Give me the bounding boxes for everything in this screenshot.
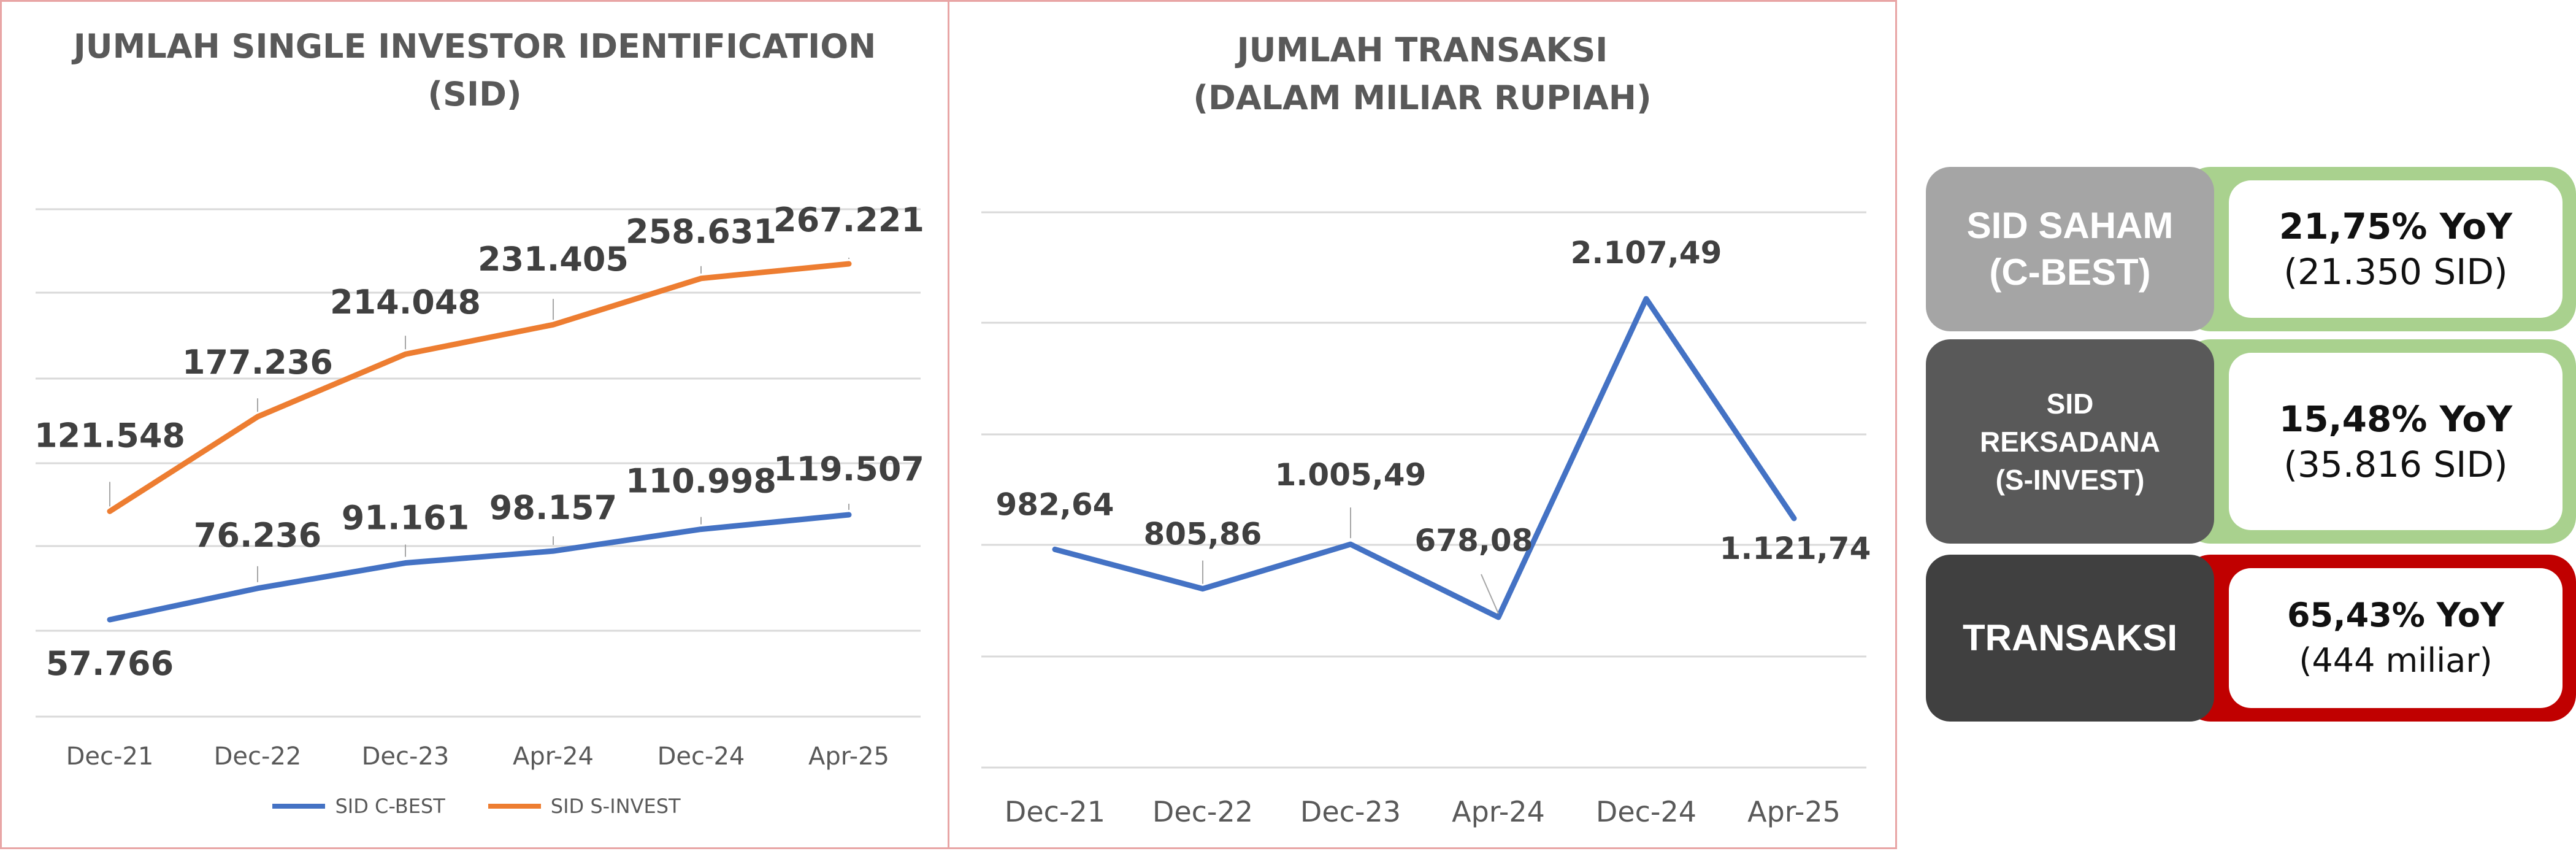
data-label: 214.048	[330, 283, 481, 322]
data-point	[404, 561, 407, 564]
x-tick-label: Dec-22	[1152, 795, 1253, 828]
kpi-value-box: 21,75% YoY (21.350 SID)	[2229, 180, 2563, 318]
kpi-label-transaksi: TRANSAKSI	[1926, 555, 2214, 722]
data-label: 76.236	[194, 516, 321, 555]
legend-swatch-s-invest	[488, 804, 541, 809]
legend-label-s-invest: SID S-INVEST	[550, 795, 681, 818]
data-label: 121.548	[34, 416, 185, 455]
transaction-chart-panel: JUMLAH TRANSAKSI (DALAM MILIAR RUPIAH) D…	[948, 0, 1897, 849]
kpi-card-transaksi: TRANSAKSI 65,43% YoY (444 miliar)	[1926, 555, 2576, 722]
data-label: 57.766	[46, 644, 174, 683]
data-point	[1202, 587, 1204, 590]
kpi-value-box: 15,48% YoY (35.816 SID)	[2229, 353, 2563, 530]
legend-item-s-invest: SID S-INVEST	[488, 795, 681, 818]
data-label: 98.157	[489, 488, 617, 527]
data-label: 982,64	[996, 487, 1114, 522]
x-tick-label: Dec-24	[1596, 795, 1696, 828]
kpi-percentage: 21,75% YoY	[2279, 206, 2513, 247]
kpi-label-line: SID SAHAM	[1966, 205, 2174, 246]
kpi-detail: (35.816 SID)	[2283, 443, 2508, 485]
data-point	[1645, 298, 1647, 300]
x-tick-label: Apr-24	[1452, 795, 1545, 828]
data-point	[1793, 517, 1795, 520]
kpi-card-sid-saham: SID SAHAM (C-BEST) 21,75% YoY (21.350 SI…	[1926, 167, 2576, 331]
transaction-chart-title: JUMLAH TRANSAKSI (DALAM MILIAR RUPIAH)	[949, 26, 1895, 122]
kpi-label-line: REKSADANA	[1980, 425, 2160, 458]
data-point	[256, 415, 259, 418]
kpi-label-line: (S-INVEST)	[1995, 463, 2145, 496]
data-label: 110.998	[626, 462, 776, 501]
data-point	[109, 618, 111, 621]
x-tick-label: Dec-23	[362, 742, 450, 771]
data-label: 1.121,74	[1720, 531, 1871, 566]
data-point	[700, 528, 702, 531]
data-point	[848, 514, 850, 517]
x-tick-label: Dec-21	[66, 742, 154, 771]
series-line	[1052, 296, 1797, 620]
kpi-card-sid-reksadana: SID REKSADANA (S-INVEST) 15,48% YoY (35.…	[1926, 339, 2576, 544]
data-point	[1054, 548, 1056, 551]
x-tick-label: Dec-24	[657, 742, 745, 771]
kpi-label-sid-saham: SID SAHAM (C-BEST)	[1926, 167, 2214, 331]
transaction-chart-title-line-2: (DALAM MILIAR RUPIAH)	[1193, 79, 1652, 117]
transaction-chart-title-line-1: JUMLAH TRANSAKSI	[1236, 31, 1608, 69]
data-label: 119.507	[773, 450, 924, 488]
sid-chart-title: JUMLAH SINGLE INVESTOR IDENTIFICATION (S…	[2, 23, 948, 118]
sid-chart-title-line-2: (SID)	[427, 75, 522, 114]
sid-chart-title-line-1: JUMLAH SINGLE INVESTOR IDENTIFICATION	[73, 27, 876, 66]
sid-chart-panel: JUMLAH SINGLE INVESTOR IDENTIFICATION (S…	[0, 0, 949, 849]
kpi-detail: (21.350 SID)	[2283, 251, 2508, 293]
data-label: 231.405	[478, 240, 629, 279]
data-label: 2.107,49	[1571, 235, 1722, 271]
legend-label-c-best: SID C-BEST	[335, 795, 445, 818]
data-point	[109, 510, 111, 513]
data-label: 258.631	[626, 212, 776, 251]
leader-line	[1481, 574, 1499, 614]
data-point	[848, 263, 850, 265]
sid-chart-legend: SID C-BEST SID S-INVEST	[2, 795, 951, 818]
kpi-label-line: TRANSAKSI	[1962, 617, 2177, 658]
series-line	[107, 512, 852, 623]
kpi-percentage: 15,48% YoY	[2279, 398, 2513, 440]
x-tick-label: Dec-22	[214, 742, 302, 771]
data-label: 678,08	[1415, 523, 1533, 558]
data-label: 177.236	[182, 343, 333, 382]
kpi-label-line: SID	[2046, 387, 2094, 420]
data-point	[552, 323, 554, 326]
kpi-label-sid-reksadana: SID REKSADANA (S-INVEST)	[1926, 339, 2214, 544]
legend-swatch-c-best	[272, 804, 326, 809]
data-label: 267.221	[773, 201, 924, 239]
data-point	[1497, 616, 1500, 618]
data-point	[404, 353, 407, 356]
data-label: 1.005,49	[1275, 457, 1427, 493]
kpi-percentage: 65,43% YoY	[2287, 596, 2505, 634]
x-tick-label: Apr-25	[1747, 795, 1841, 828]
data-point	[1349, 543, 1352, 546]
kpi-label-line: (C-BEST)	[1989, 252, 2151, 293]
x-tick-label: Apr-25	[808, 742, 889, 771]
x-tick-label: Apr-24	[513, 742, 594, 771]
x-tick-label: Dec-23	[1300, 795, 1401, 828]
data-label: 805,86	[1144, 517, 1262, 552]
data-point	[552, 550, 554, 553]
series-line	[107, 261, 852, 514]
data-point	[256, 587, 259, 590]
transaction-line-chart: Dec-21 Dec-22 Dec-23 Apr-24 Dec-24 Apr-25 982,…	[981, 211, 1871, 828]
sid-line-chart: Dec-21 Dec-22 Dec-23 Apr-24 Dec-24 Apr-25 57.7…	[34, 201, 924, 771]
kpi-detail: (444 miliar)	[2299, 641, 2493, 680]
kpi-value-box: 65,43% YoY (444 miliar)	[2229, 568, 2563, 708]
legend-item-c-best: SID C-BEST	[272, 795, 445, 818]
x-tick-label: Dec-21	[1005, 795, 1105, 828]
data-label: 91.161	[342, 499, 469, 537]
data-point	[700, 277, 702, 280]
